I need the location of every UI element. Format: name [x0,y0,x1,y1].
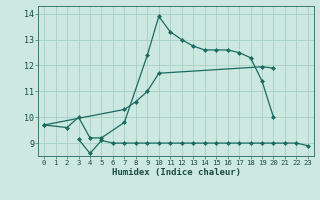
X-axis label: Humidex (Indice chaleur): Humidex (Indice chaleur) [111,168,241,177]
